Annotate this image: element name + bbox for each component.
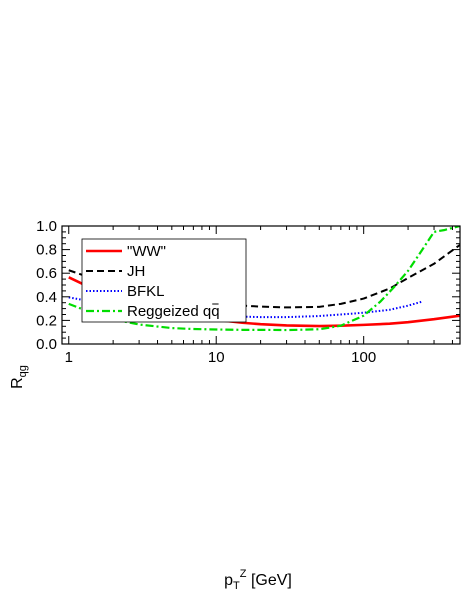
tick-labels: 1 10 100 0.0 0.2 0.4 0.6 0.8 1.0 [36, 218, 376, 366]
y-tick-label: 0.2 [36, 312, 57, 329]
y-tick-label: 0.6 [36, 265, 57, 282]
y-tick-label: 1.0 [36, 218, 57, 235]
series-line-1 [68, 244, 460, 309]
legend-label-3: Reggeized qq [127, 303, 220, 320]
x-tick-label: 1 [65, 349, 73, 366]
legend-label-1: JH [127, 263, 145, 280]
series-line-3 [68, 226, 460, 332]
y-tick-label: 0.4 [36, 289, 57, 306]
legend-label-2: BFKL [127, 283, 165, 300]
y-axis-title: Rqg [9, 365, 29, 389]
y-tick-label: 0.0 [36, 336, 57, 353]
x-tick-label: 100 [351, 349, 376, 366]
x-axis-title: pTZ [GeV] [224, 568, 292, 592]
series-line-2 [68, 296, 423, 319]
legend: "WW" JH BFKL Reggeized qq [81, 238, 247, 323]
x-tick-label: 10 [208, 349, 225, 366]
ticks [62, 225, 460, 345]
y-tick-label: 0.8 [36, 242, 57, 259]
legend-box [81, 238, 247, 323]
legend-label-0: "WW" [127, 243, 166, 260]
